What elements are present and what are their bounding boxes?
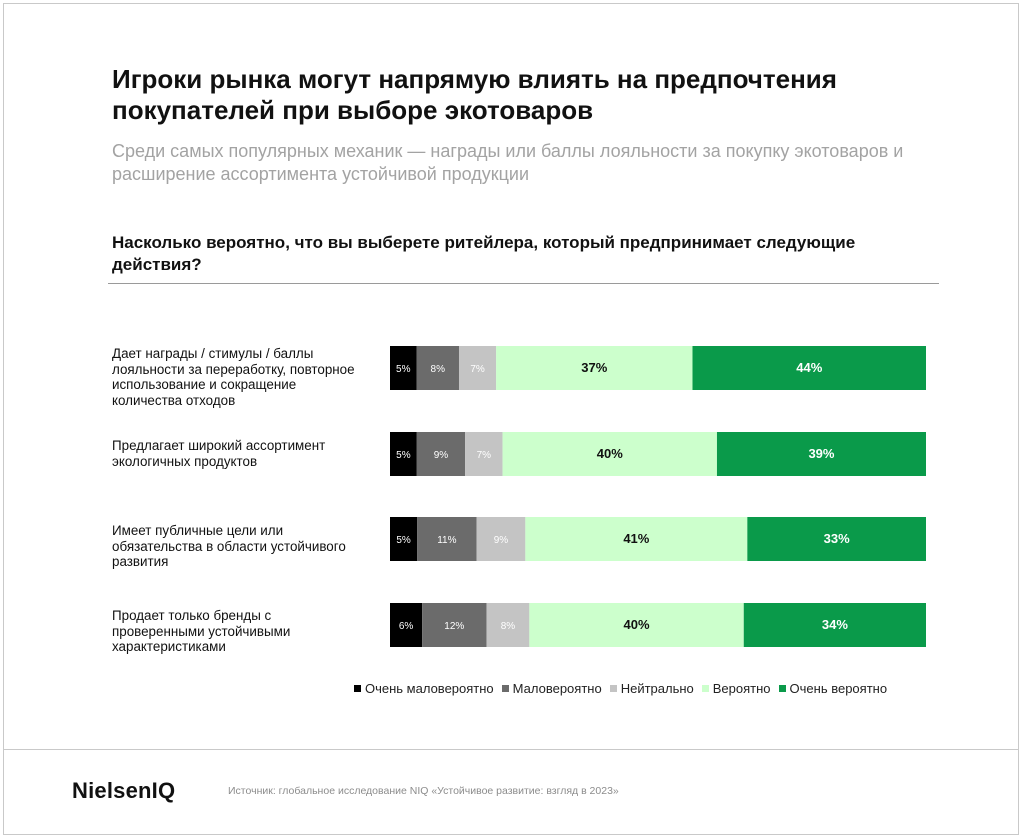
bar-segment: [716, 432, 926, 476]
bar-value-label: 12%: [444, 621, 464, 632]
bar-segment: [422, 603, 487, 647]
category-label-assortment: Предлагает широкий ассортимент экологичн…: [112, 438, 326, 469]
legend-item: Маловероятно: [501, 680, 602, 696]
bar-segment: [390, 432, 417, 476]
bar-value-label: 9%: [434, 450, 449, 461]
legend-item: Нейтрально: [609, 680, 694, 696]
bar-segment: [416, 346, 459, 390]
bar-segment: [417, 517, 477, 561]
bar-segment: [743, 603, 926, 647]
legend-swatch: [609, 684, 617, 692]
legend-item: Очень маловероятно: [354, 681, 494, 696]
bar-segment: [525, 517, 748, 561]
bar-value-label: 44%: [796, 360, 822, 375]
page-frame: [3, 3, 1019, 835]
bar-value-label: 34%: [822, 617, 848, 632]
legend-label: Маловероятно: [512, 680, 602, 696]
category-label-verified-brands: Продает только бренды с проверенными уст…: [112, 608, 291, 654]
legend-swatch: [501, 684, 509, 692]
bar-segment: [747, 517, 926, 561]
bar-value-label: 9%: [494, 535, 509, 546]
bar-value-label: 37%: [581, 360, 607, 375]
bar-segment: [692, 346, 926, 390]
bar-value-label: 6%: [399, 621, 414, 632]
legend-item: Вероятно: [701, 680, 771, 696]
bar-segment: [390, 346, 417, 390]
bar-value-label: 8%: [501, 621, 516, 632]
legend-swatch: [354, 684, 361, 692]
legend-label: Очень маловероятно: [365, 680, 494, 696]
legend-label: Очень вероятно: [789, 680, 888, 696]
bar-segment: [496, 346, 693, 390]
bar-segment: [458, 346, 497, 390]
bar-segment: [390, 517, 418, 561]
bar-value-label: 41%: [623, 531, 649, 546]
legend-item: Очень вероятно: [778, 680, 888, 696]
bar-segment: [529, 603, 744, 647]
bar-value-label: 5%: [396, 450, 411, 461]
footer-divider: [3, 749, 1019, 750]
page-title: Игроки рынка могут напрямую влиять на пр…: [112, 64, 837, 125]
category-label-rewards: Дает награды / стимулы / баллы лояльност…: [112, 346, 355, 408]
bar-segment: [476, 517, 526, 561]
chart-legend: Очень маловероятно Маловероятно Нейтрально…: [354, 680, 954, 696]
bar-segment: [502, 432, 717, 476]
bar-value-label: 7%: [470, 364, 485, 375]
bar-value-label: 33%: [824, 531, 850, 546]
question-divider: [108, 283, 939, 284]
bar-value-label: 5%: [396, 535, 411, 546]
bar-value-label: 39%: [808, 446, 834, 461]
legend-label: Нейтрально: [620, 680, 694, 696]
source-note: Источник: глобальное исследование NIQ «У…: [228, 785, 619, 797]
bar-value-label: 40%: [597, 446, 623, 461]
legend-swatch: [778, 684, 786, 692]
bar-segment: [416, 432, 466, 476]
bar-value-label: 7%: [477, 450, 492, 461]
legend-swatch: [701, 684, 709, 692]
page-subtitle: Среди самых популярных механик — награды…: [112, 141, 904, 184]
nielseniq-logo: NielsenIQ: [72, 778, 176, 803]
legend-label: Вероятно: [712, 680, 771, 696]
bar-value-label: 40%: [624, 617, 650, 632]
bar-segment: [486, 603, 530, 647]
bar-segment: [465, 432, 503, 476]
bar-value-label: 11%: [437, 535, 456, 546]
bar-segment: [390, 603, 423, 647]
bar-value-label: 5%: [396, 364, 411, 375]
survey-question: Насколько вероятно, что вы выберете рите…: [112, 233, 856, 274]
category-label-public-goals: Имеет публичные цели или обязательства в…: [112, 523, 346, 569]
bar-value-label: 8%: [431, 364, 446, 375]
